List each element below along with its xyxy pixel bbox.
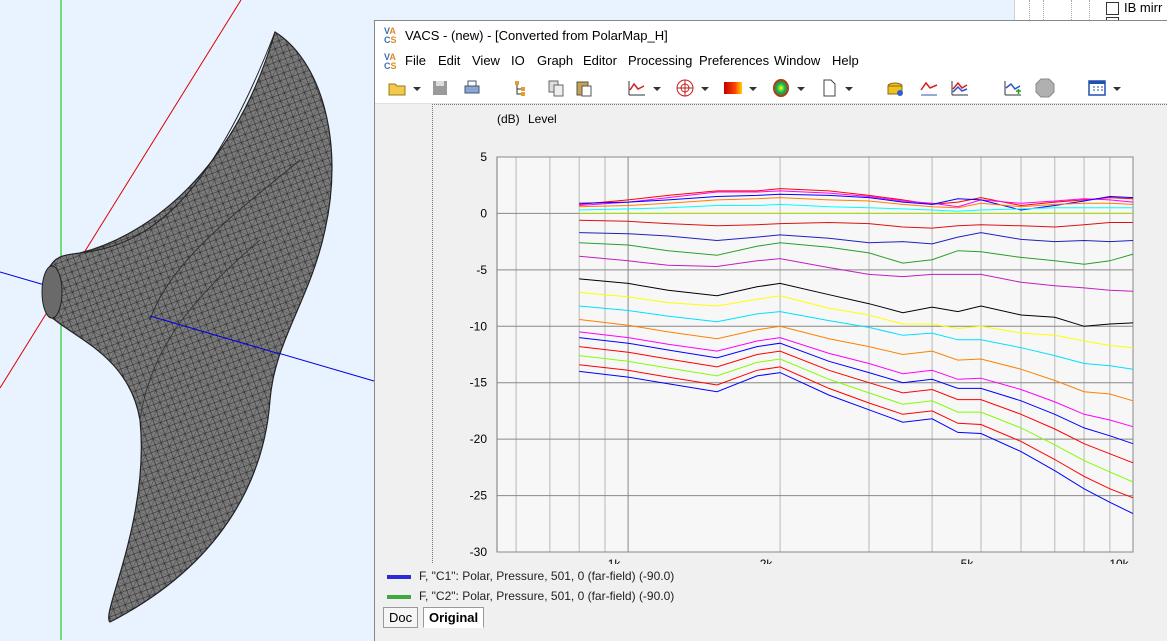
window-layout-dropdown-icon[interactable]: [1113, 87, 1121, 91]
response-curve-14[interactable]: [579, 319, 1134, 402]
save-icon[interactable]: [430, 78, 450, 98]
menu-window[interactable]: Window: [774, 53, 821, 68]
frequency-response-chart[interactable]: 5 0 -5 -10 -15 -20 -25 -30 1k 2k 5k 10k (dB) Level: [433, 105, 1167, 565]
response-curve-7[interactable]: [579, 219, 1133, 229]
print-icon[interactable]: [462, 78, 482, 98]
y-tick-label: -30: [470, 545, 488, 559]
balloon-dropdown-icon[interactable]: [797, 87, 805, 91]
menu-view[interactable]: View: [472, 53, 500, 68]
y-tick-label: 0: [480, 206, 487, 220]
response-curve-18[interactable]: [579, 355, 1134, 483]
tab-original[interactable]: Original: [423, 607, 485, 628]
open-folder-icon[interactable]: [387, 78, 407, 98]
response-curve-16[interactable]: [579, 337, 1134, 445]
polar-graph-icon[interactable]: [675, 78, 695, 98]
tab-bar: Doc Original: [375, 606, 1167, 641]
tree-panel: [1014, 0, 1167, 20]
plot-area: [496, 156, 1134, 553]
response-curve-5[interactable]: [579, 203, 1133, 212]
response-curve-10[interactable]: [579, 255, 1134, 292]
response-curve-9[interactable]: [579, 242, 1134, 265]
vacs-logo-icon: VA CS: [384, 26, 397, 45]
new-document-icon[interactable]: [819, 78, 839, 98]
y-unit-label: (dB): [497, 112, 520, 126]
response-curve-1[interactable]: [579, 188, 1134, 207]
line-graph-dropdown-icon[interactable]: [653, 87, 661, 91]
x-tick-label: 10k: [1109, 557, 1129, 565]
graph-panel[interactable]: 5 0 -5 -10 -15 -20 -25 -30 1k 2k 5k 10k (dB) Level: [432, 104, 1167, 565]
mdi-logo-icon[interactable]: VA CS: [384, 52, 397, 71]
toolbar: [375, 73, 1167, 104]
legend-swatch-c1: [387, 575, 411, 579]
y-tick-label: -5: [476, 263, 487, 277]
z-axis-line-front: [149, 315, 281, 355]
menu-editor[interactable]: Editor: [583, 53, 617, 68]
response-curve-2[interactable]: [579, 190, 1134, 208]
window-layout-icon[interactable]: [1087, 78, 1107, 98]
add-curve-icon[interactable]: [1003, 78, 1023, 98]
response-curve-12[interactable]: [579, 291, 1134, 349]
new-document-dropdown-icon[interactable]: [845, 87, 853, 91]
y-tick-label: -10: [470, 319, 488, 333]
menu-bar: VA CS File Edit View IO Graph Editor Pro…: [375, 49, 1167, 73]
response-curve-13[interactable]: [579, 305, 1134, 370]
open-dropdown-icon[interactable]: [413, 87, 421, 91]
stop-icon[interactable]: [1035, 78, 1055, 98]
response-curve-8[interactable]: [579, 232, 1134, 245]
window-title: VACS - (new) - [Converted from PolarMap_…: [405, 28, 668, 43]
transfer-function-icon[interactable]: [919, 78, 939, 98]
response-curve-11[interactable]: [579, 278, 1134, 327]
tree-item-checkbox-2[interactable]: [1106, 17, 1119, 21]
polar-graph-dropdown-icon[interactable]: [701, 87, 709, 91]
y-tick-label: -15: [470, 376, 488, 390]
legend-swatch-c2: [387, 595, 411, 599]
vacs-window: VA CS VACS - (new) - [Converted from Pol…: [374, 20, 1167, 641]
tree-item-checkbox[interactable]: [1106, 2, 1119, 15]
y-tick-label: -20: [470, 432, 488, 446]
copy-icon[interactable]: [546, 78, 566, 98]
response-curve-19[interactable]: [579, 364, 1134, 499]
x-tick-label: 5k: [961, 557, 975, 565]
tree-edit-icon[interactable]: [511, 78, 531, 98]
legend: F, "C1": Polar, Pressure, 501, 0 (far-fi…: [375, 564, 1167, 606]
menu-file[interactable]: File: [405, 53, 426, 68]
color-map-icon[interactable]: [723, 78, 743, 98]
y-tick-label: 5: [480, 150, 487, 164]
balloon-icon[interactable]: [771, 78, 791, 98]
overlay-icon[interactable]: [950, 78, 970, 98]
x-tick-label: 2k: [760, 557, 774, 565]
response-curve-4[interactable]: [579, 197, 1134, 209]
menu-io[interactable]: IO: [511, 53, 525, 68]
legend-text-c2: F, "C2": Polar, Pressure, 501, 0 (far-fi…: [419, 589, 675, 603]
y-tick-label: -25: [470, 489, 488, 503]
stack-icon[interactable]: [885, 78, 905, 98]
response-curve-17[interactable]: [579, 346, 1134, 464]
tab-doc[interactable]: Doc: [383, 607, 419, 628]
x-tick-label: 1k: [608, 557, 622, 565]
y-axis-label: Level: [528, 112, 557, 126]
legend-text-c1: F, "C1": Polar, Pressure, 501, 0 (far-fi…: [419, 569, 675, 583]
response-curve-15[interactable]: [579, 331, 1134, 428]
menu-preferences[interactable]: Preferences: [699, 53, 770, 68]
line-graph-icon[interactable]: [627, 78, 647, 98]
title-bar: VA CS VACS - (new) - [Converted from Pol…: [375, 21, 1167, 49]
tree-item-label[interactable]: IB mirr: [1124, 0, 1163, 15]
response-curve-20[interactable]: [579, 370, 1134, 515]
color-map-dropdown-icon[interactable]: [749, 87, 757, 91]
x-axis-line: [0, 0, 242, 389]
menu-help[interactable]: Help: [832, 53, 859, 68]
paste-icon[interactable]: [574, 78, 594, 98]
menu-processing[interactable]: Processing: [628, 53, 693, 68]
menu-graph[interactable]: Graph: [537, 53, 574, 68]
menu-edit[interactable]: Edit: [438, 53, 461, 68]
